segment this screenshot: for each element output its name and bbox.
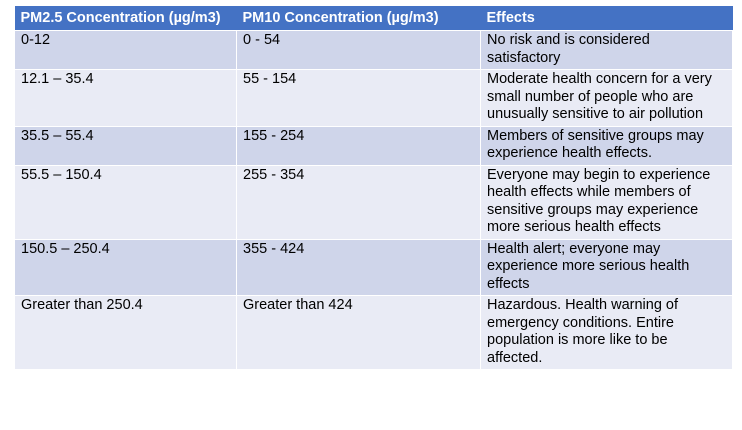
air-quality-table: PM2.5 Concentration (µg/m3) PM10 Concent…	[14, 6, 733, 369]
table-row: Greater than 250.4 Greater than 424 Haza…	[14, 295, 733, 369]
table-header-row: PM2.5 Concentration (µg/m3) PM10 Concent…	[14, 6, 733, 31]
cell-pm25: 12.1 – 35.4	[14, 69, 237, 127]
table-row: 55.5 – 150.4 255 - 354 Everyone may begi…	[14, 164, 733, 240]
table-row: 150.5 – 250.4 355 - 424 Health alert; ev…	[14, 238, 733, 296]
cell-pm25: Greater than 250.4	[14, 295, 237, 369]
cell-pm10: 355 - 424	[236, 238, 481, 296]
cell-pm10: 55 - 154	[236, 69, 481, 127]
table-row: 35.5 – 55.4 155 - 254 Members of sensiti…	[14, 125, 733, 166]
header-pm10: PM10 Concentration (µg/m3)	[236, 6, 481, 31]
cell-pm25: 150.5 – 250.4	[14, 238, 237, 296]
cell-pm10: 0 - 54	[236, 30, 481, 70]
cell-effects: Everyone may begin to experience health …	[480, 164, 733, 240]
cell-pm25: 0-12	[14, 30, 237, 70]
header-pm25: PM2.5 Concentration (µg/m3)	[14, 6, 237, 31]
table-row: 12.1 – 35.4 55 - 154 Moderate health con…	[14, 69, 733, 127]
cell-pm25: 35.5 – 55.4	[14, 125, 237, 166]
header-effects: Effects	[480, 6, 733, 31]
cell-effects: No risk and is considered satisfactory	[480, 30, 733, 70]
cell-effects: Moderate health concern for a very small…	[480, 69, 733, 127]
cell-effects: Members of sensitive groups may experien…	[480, 125, 733, 166]
cell-pm10: 155 - 254	[236, 125, 481, 166]
cell-pm10: Greater than 424	[236, 295, 481, 369]
cell-pm25: 55.5 – 150.4	[14, 164, 237, 240]
cell-effects: Health alert; everyone may experience mo…	[480, 238, 733, 296]
cell-effects: Hazardous. Health warning of emergency c…	[480, 295, 733, 369]
cell-pm10: 255 - 354	[236, 164, 481, 240]
table-row: 0-12 0 - 54 No risk and is considered sa…	[14, 30, 733, 70]
